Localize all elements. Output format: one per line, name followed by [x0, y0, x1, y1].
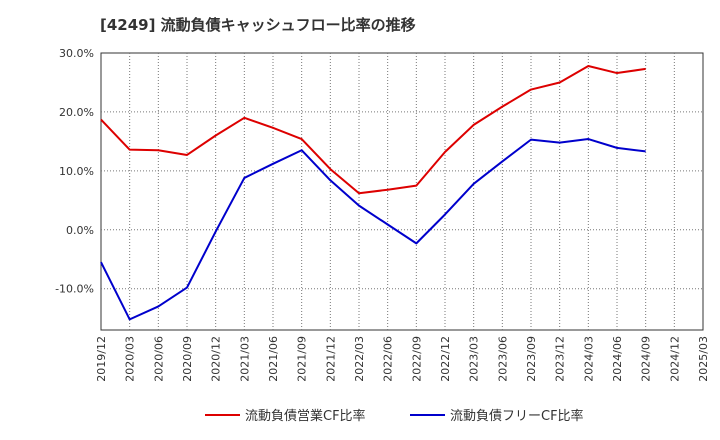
y-tick-label: 30.0%	[59, 47, 94, 60]
x-tick-label: 2023/06	[496, 336, 509, 382]
x-tick-label: 2023/12	[554, 336, 567, 382]
x-tick-label: 2020/06	[152, 336, 165, 382]
x-tick-label: 2022/12	[439, 336, 452, 382]
x-tick-label: 2024/09	[640, 336, 653, 382]
x-tick-label: 2021/09	[296, 336, 309, 382]
x-tick-label: 2024/06	[611, 336, 624, 382]
x-tick-label: 2020/12	[210, 336, 223, 382]
x-tick-label: 2023/09	[525, 336, 538, 382]
x-tick-label: 2023/03	[468, 336, 481, 382]
x-tick-label: 2024/12	[668, 336, 681, 382]
y-tick-label: 0.0%	[66, 224, 94, 237]
x-tick-label: 2019/12	[95, 336, 108, 382]
x-tick-label: 2022/09	[410, 336, 423, 382]
y-tick-label: -10.0%	[55, 283, 94, 296]
x-tick-label: 2021/06	[267, 336, 280, 382]
x-tick-label: 2025/03	[697, 336, 710, 382]
x-tick-label: 2022/03	[353, 336, 366, 382]
legend-label: 流動負債フリーCF比率	[450, 408, 584, 424]
plot-area	[100, 52, 704, 331]
x-tick-label: 2022/06	[382, 336, 395, 382]
y-tick-label: 20.0%	[59, 106, 94, 119]
legend-label: 流動負債営業CF比率	[245, 408, 366, 424]
x-tick-label: 2024/03	[582, 336, 595, 382]
x-tick-label: 2021/12	[324, 336, 337, 382]
y-tick-label: 10.0%	[59, 165, 94, 178]
chart-title: [4249] 流動負債キャッシュフロー比率の推移	[100, 16, 416, 34]
x-tick-label: 2021/03	[238, 336, 251, 382]
x-tick-label: 2020/09	[181, 336, 194, 382]
series-line-2	[100, 138, 646, 321]
series-line-1	[100, 64, 646, 195]
x-tick-label: 2020/03	[124, 336, 137, 382]
